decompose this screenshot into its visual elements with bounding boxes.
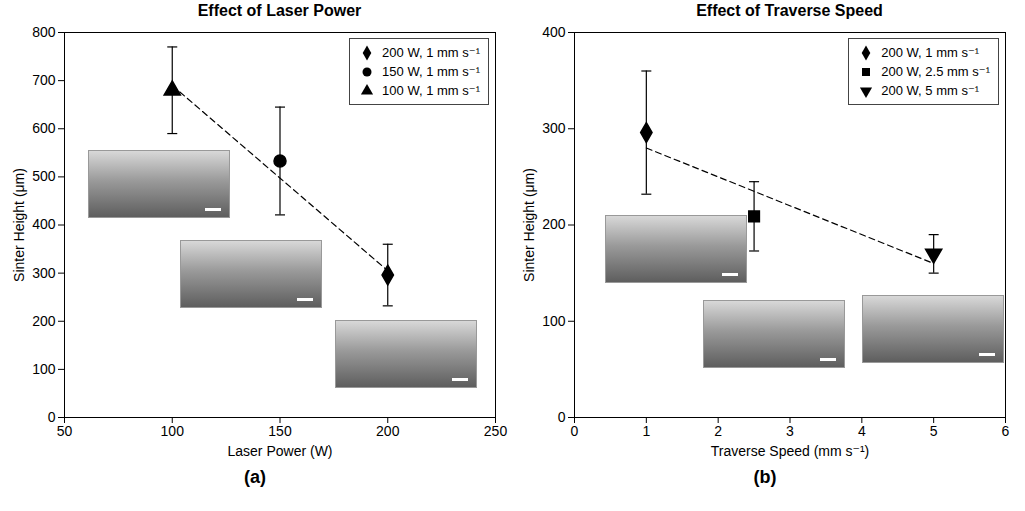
svg-text:400: 400 <box>32 216 56 232</box>
svg-text:0: 0 <box>48 409 56 425</box>
svg-text:200: 200 <box>542 216 566 232</box>
svg-text:50: 50 <box>57 423 73 439</box>
html-text:200 W, 1 mm s⁻¹: 200 W, 1 mm s⁻¹ <box>881 45 980 60</box>
svg-text:6: 6 <box>1002 423 1010 439</box>
html-text:200 W, 5 mm s⁻¹: 200 W, 5 mm s⁻¹ <box>881 83 980 98</box>
svg-text:0: 0 <box>571 423 579 439</box>
html-text:100 W, 1 mm s⁻¹: 100 W, 1 mm s⁻¹ <box>382 83 480 98</box>
svg-text:200: 200 <box>32 313 56 329</box>
svg-text:0: 0 <box>558 409 566 425</box>
svg-text:3: 3 <box>786 423 794 439</box>
svg-text:Sinter Height (μm): Sinter Height (μm) <box>521 168 537 282</box>
html-text:(b): (b) <box>753 467 777 487</box>
html-text:200 W, 1 mm s⁻¹: 200 W, 1 mm s⁻¹ <box>382 45 480 60</box>
svg-text:700: 700 <box>32 72 56 88</box>
html-text:200 W, 2.5 mm s⁻¹: 200 W, 2.5 mm s⁻¹ <box>881 64 990 79</box>
html-text:Effect of Traverse Speed: Effect of Traverse Speed <box>696 2 883 19</box>
svg-text:500: 500 <box>32 168 56 184</box>
svg-text:200: 200 <box>376 423 400 439</box>
svg-text:100: 100 <box>542 313 566 329</box>
svg-text:Laser Power (W): Laser Power (W) <box>227 443 332 459</box>
svg-text:Sinter Height (μm): Sinter Height (μm) <box>11 168 27 282</box>
svg-text:4: 4 <box>858 423 866 439</box>
svg-text:300: 300 <box>32 265 56 281</box>
html-text:Effect of Laser Power: Effect of Laser Power <box>197 2 362 19</box>
svg-text:Traverse Speed (mm s⁻¹): Traverse Speed (mm s⁻¹) <box>711 443 870 459</box>
svg-text:2: 2 <box>714 423 722 439</box>
svg-text:150: 150 <box>268 423 292 439</box>
svg-text:400: 400 <box>542 24 566 40</box>
svg-text:300: 300 <box>542 120 566 136</box>
svg-text:5: 5 <box>930 423 938 439</box>
svg-text:100: 100 <box>32 361 56 377</box>
svg-text:800: 800 <box>32 24 56 40</box>
html-text:150 W, 1 mm s⁻¹: 150 W, 1 mm s⁻¹ <box>382 64 480 79</box>
svg-text:600: 600 <box>32 120 56 136</box>
html-text:(a): (a) <box>244 467 266 487</box>
svg-text:1: 1 <box>642 423 650 439</box>
svg-text:100: 100 <box>161 423 185 439</box>
svg-text:250: 250 <box>484 423 508 439</box>
